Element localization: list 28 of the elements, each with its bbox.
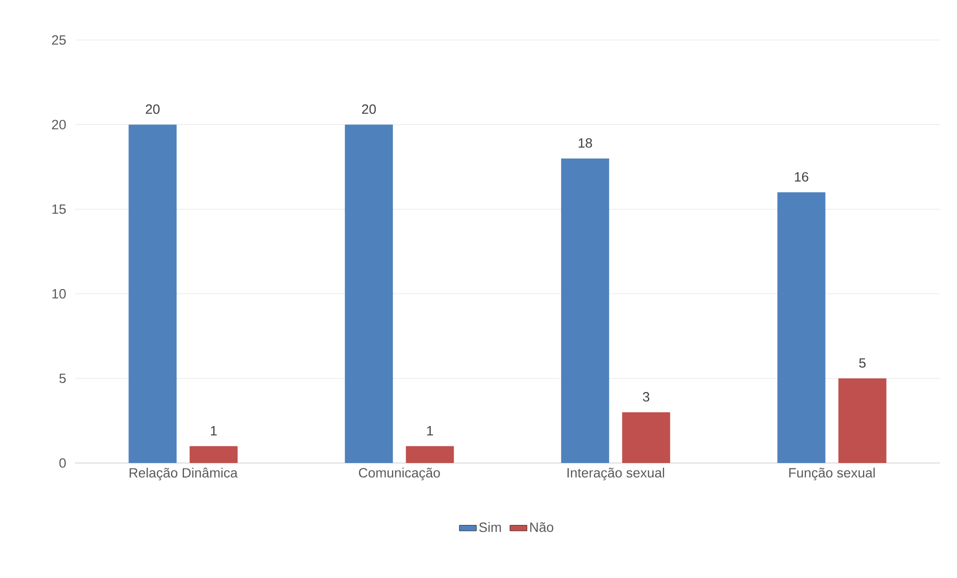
legend-label: Sim [479,522,501,532]
bar [128,124,177,463]
data-label: 18 [578,138,592,148]
data-label: 20 [362,104,376,114]
y-tick-label: 0 [59,458,66,468]
bar [838,378,886,463]
y-tick-label: 20 [52,120,66,130]
y-tick-label: 15 [52,204,66,214]
data-label: 20 [146,104,160,114]
y-tick-label: 5 [59,374,66,384]
data-label: 3 [642,392,650,402]
data-label: 5 [859,358,866,368]
legend-label: Não [530,522,554,532]
bar [344,124,393,463]
bar [406,446,454,463]
y-tick-label: 25 [52,35,66,45]
data-label: 1 [427,426,433,436]
x-tick-label: Comunicação [358,468,440,480]
y-tick-label: 10 [52,289,66,299]
data-label: 16 [794,172,808,182]
bar [777,192,826,463]
x-tick-label: Função sexual [789,468,875,480]
bar [622,412,670,463]
data-label: 1 [210,426,217,436]
bar [561,158,610,463]
bar [190,446,238,463]
x-tick-label: Relação Dinâmica [130,468,238,480]
x-tick-label: Interação sexual [568,468,664,480]
